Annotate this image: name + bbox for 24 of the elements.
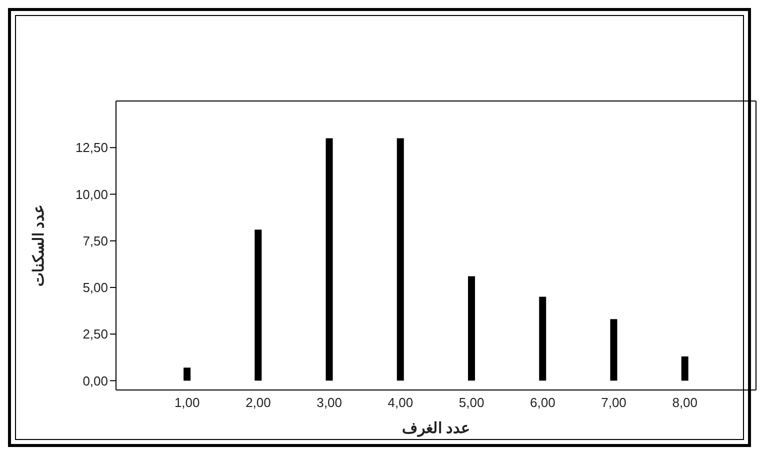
bar xyxy=(254,230,262,381)
x-axis-title: عدد الغرف xyxy=(402,420,470,437)
bar xyxy=(184,368,191,381)
bar xyxy=(681,356,688,381)
y-tick-label: 10,00 xyxy=(75,186,108,202)
x-tick-label: 7,00 xyxy=(601,395,626,410)
x-tick-label: 6,00 xyxy=(530,395,556,410)
x-tick-label: 3,00 xyxy=(316,395,342,410)
x-tick-label: 5,00 xyxy=(458,395,484,410)
y-tick-label: 2,50 xyxy=(82,326,108,342)
bar xyxy=(539,296,546,381)
x-tick-label: 8,00 xyxy=(672,395,698,410)
y-axis-title: عدد السكنات xyxy=(30,204,48,287)
bar xyxy=(610,319,618,381)
bar xyxy=(326,138,333,381)
y-tick-label: 12,50 xyxy=(75,140,108,156)
bar xyxy=(468,276,475,381)
y-tick-label: 5,00 xyxy=(82,280,108,296)
y-tick-label: 0,00 xyxy=(82,373,108,388)
y-tick-label: 7,50 xyxy=(82,233,108,248)
bar xyxy=(396,138,404,381)
x-tick-label: 1,00 xyxy=(174,395,200,410)
x-tick-label: 4,00 xyxy=(388,395,414,410)
x-tick-label: 2,00 xyxy=(246,395,271,410)
